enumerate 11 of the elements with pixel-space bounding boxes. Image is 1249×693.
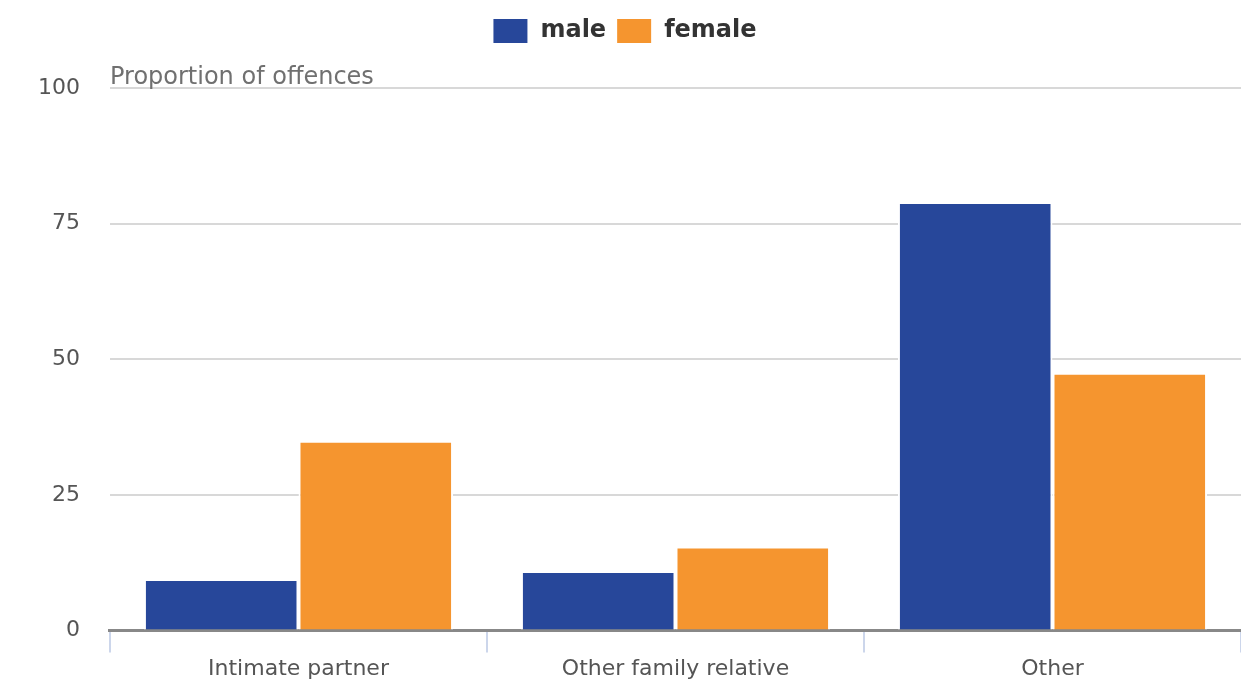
- x-tick-label: Intimate partner: [208, 654, 390, 680]
- x-tick-label: Other family relative: [561, 654, 790, 680]
- legend-label: female: [664, 15, 757, 44]
- y-axis-title: Proportion of offences: [109, 62, 374, 91]
- x-tick-label: Other: [1021, 654, 1085, 680]
- y-tick-label: 0: [65, 616, 80, 642]
- y-tick-label: 50: [51, 345, 80, 371]
- y-tick-label: 25: [51, 480, 80, 506]
- y-tick-label: 100: [37, 73, 80, 99]
- y-tick-label: 75: [51, 209, 80, 235]
- legend-label: male: [540, 15, 607, 44]
